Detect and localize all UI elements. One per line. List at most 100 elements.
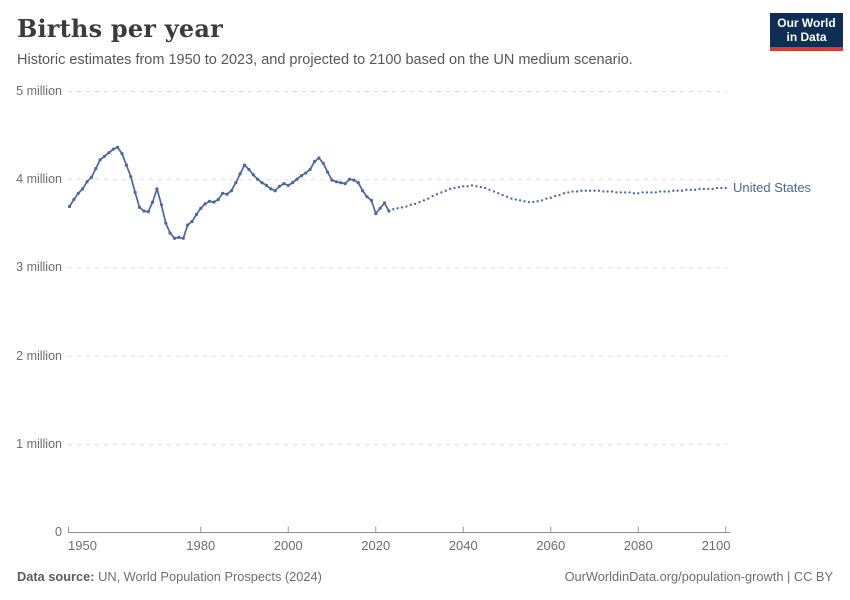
series-historic-point[interactable] <box>72 197 76 202</box>
series-historic-point[interactable] <box>186 223 190 227</box>
series-historic-point[interactable] <box>299 174 303 178</box>
series-projection-dot[interactable] <box>409 203 412 206</box>
series-projection-dot[interactable] <box>453 186 456 190</box>
series-projection-dot[interactable] <box>532 200 535 204</box>
series-historic-point[interactable] <box>321 161 325 165</box>
series-historic-point[interactable] <box>89 175 93 179</box>
series-projection-dot[interactable] <box>422 199 426 202</box>
series-projection-dot[interactable] <box>575 190 579 193</box>
series-projection-dot[interactable] <box>470 184 474 187</box>
series-projection-dot[interactable] <box>720 186 723 190</box>
series-projection-dot[interactable] <box>549 196 552 199</box>
series-historic-point[interactable] <box>225 192 229 196</box>
series-projection-dot[interactable] <box>693 188 697 191</box>
series-historic-point[interactable] <box>277 184 282 188</box>
series-projection-dot[interactable] <box>488 188 491 191</box>
series-projection-dot[interactable] <box>448 187 452 191</box>
series-historic-point[interactable] <box>159 203 163 207</box>
series-historic-point[interactable] <box>369 198 373 202</box>
series-historic-point[interactable] <box>76 191 80 195</box>
series-projection-dot[interactable] <box>427 197 430 200</box>
series-historic-point[interactable] <box>256 177 260 181</box>
series-projection-dot[interactable] <box>588 189 592 192</box>
series-projection-dot[interactable] <box>479 185 482 189</box>
series-historic-point[interactable] <box>378 206 382 210</box>
series-historic-point[interactable] <box>229 189 233 193</box>
series-historic-point[interactable] <box>260 181 264 185</box>
series-projection-dot[interactable] <box>571 190 574 193</box>
series-projection-dot[interactable] <box>475 185 478 188</box>
series-historic-point[interactable] <box>124 163 128 167</box>
series-projection-dot[interactable] <box>444 189 447 192</box>
series-projection-dot[interactable] <box>392 208 395 211</box>
series-projection-dot[interactable] <box>724 186 727 190</box>
series-projection-dot[interactable] <box>628 191 631 194</box>
series-historic-point[interactable] <box>269 187 273 191</box>
series-projection-dot[interactable] <box>431 194 434 198</box>
series-projection-dot[interactable] <box>685 188 688 191</box>
series-projection-dot[interactable] <box>610 190 614 193</box>
series-historic-point[interactable] <box>251 173 255 177</box>
series-historic-point[interactable] <box>116 145 120 149</box>
series-projection-dot[interactable] <box>580 189 583 192</box>
series-projection-dot[interactable] <box>497 192 500 195</box>
series-historic-point[interactable] <box>291 181 295 185</box>
series-historic-point[interactable] <box>242 163 247 167</box>
series-projection-dot[interactable] <box>698 187 701 191</box>
series-historic-point[interactable] <box>168 231 172 235</box>
series-projection-dot[interactable] <box>654 191 657 194</box>
series-historic-point[interactable] <box>207 199 212 203</box>
series-projection-dot[interactable] <box>400 206 404 209</box>
series-projection-dot[interactable] <box>711 187 714 191</box>
series-projection-dot[interactable] <box>518 199 522 202</box>
series-projection-dot[interactable] <box>405 205 408 208</box>
series-projection-dot[interactable] <box>680 189 684 192</box>
series-projection-dot[interactable] <box>418 200 421 204</box>
series-historic-point[interactable] <box>247 167 251 172</box>
series-projection-dot[interactable] <box>632 192 636 195</box>
series-historic-point[interactable] <box>107 151 111 155</box>
series-projection-dot[interactable] <box>545 197 548 200</box>
series-historic-point[interactable] <box>212 200 216 204</box>
series-projection-dot[interactable] <box>584 189 587 192</box>
series-projection-dot[interactable] <box>658 190 662 193</box>
series-historic-point[interactable] <box>339 181 343 185</box>
series-historic-point[interactable] <box>304 171 308 175</box>
series-projection-dot[interactable] <box>483 186 487 190</box>
series-projection-dot[interactable] <box>510 197 513 200</box>
series-historic-point[interactable] <box>312 160 317 164</box>
series-historic-point[interactable] <box>146 210 150 214</box>
series-projection-dot[interactable] <box>663 190 666 193</box>
series-projection-dot[interactable] <box>615 191 618 194</box>
series-historic-point[interactable] <box>264 183 268 187</box>
series-projection-dot[interactable] <box>641 191 644 194</box>
series-historic-point[interactable] <box>317 156 321 160</box>
series-projection-dot[interactable] <box>396 207 399 210</box>
series-projection-dot[interactable] <box>413 202 417 206</box>
series-projection-dot[interactable] <box>707 187 710 191</box>
series-historic-point[interactable] <box>203 202 207 206</box>
series-historic-point[interactable] <box>216 197 220 202</box>
series-historic-point[interactable] <box>352 178 356 182</box>
series-historic-point[interactable] <box>356 181 360 185</box>
series-projection-dot[interactable] <box>676 189 679 192</box>
series-historic-point[interactable] <box>286 183 290 187</box>
series-historic-point[interactable] <box>177 235 181 239</box>
series-projection-dot[interactable] <box>715 186 719 190</box>
series-projection-dot[interactable] <box>440 191 443 194</box>
series-projection-dot[interactable] <box>597 189 601 192</box>
series-historic-point[interactable] <box>221 191 225 195</box>
series-historic-point[interactable] <box>199 206 203 210</box>
series-projection-dot[interactable] <box>702 187 706 191</box>
series-historic-point[interactable] <box>382 201 387 205</box>
series-projection-dot[interactable] <box>645 191 649 194</box>
series-projection-dot[interactable] <box>536 200 539 203</box>
series-projection-dot[interactable] <box>606 190 609 193</box>
series-projection-dot[interactable] <box>462 185 465 188</box>
series-projection-dot[interactable] <box>527 200 531 204</box>
series-historic-point[interactable] <box>133 190 137 194</box>
series-historic-point[interactable] <box>111 147 115 151</box>
series-projection-dot[interactable] <box>523 200 526 203</box>
series-projection-dot[interactable] <box>492 190 496 193</box>
series-projection-dot[interactable] <box>558 193 561 197</box>
